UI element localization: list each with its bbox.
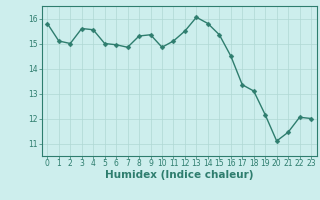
X-axis label: Humidex (Indice chaleur): Humidex (Indice chaleur) [105, 170, 253, 180]
